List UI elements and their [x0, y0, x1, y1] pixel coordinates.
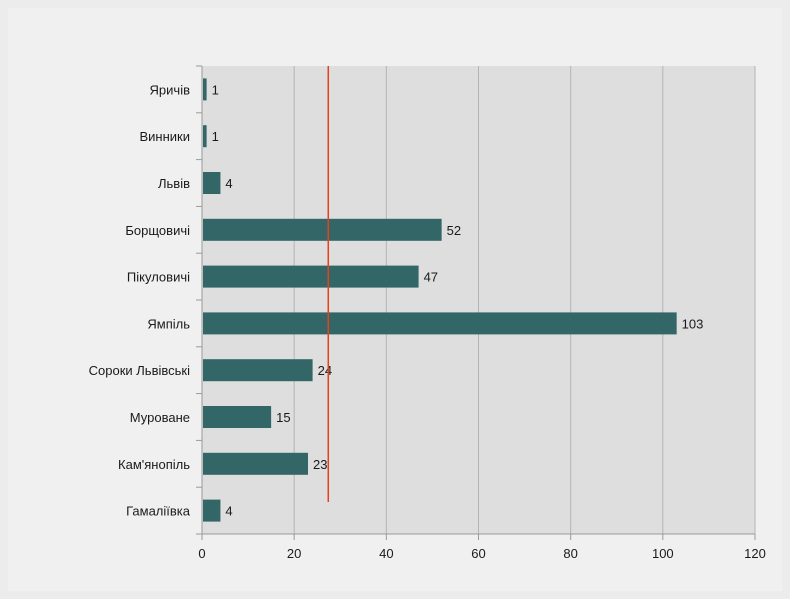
x-tick-label: 120: [744, 546, 766, 561]
bar: [203, 218, 442, 241]
bar: [203, 452, 308, 475]
x-tick-label: 100: [652, 546, 674, 561]
x-tick-label: 40: [379, 546, 393, 561]
data-label: 15: [276, 410, 290, 425]
data-label: 1: [212, 129, 219, 144]
bar: [203, 265, 419, 288]
data-label: 47: [424, 270, 438, 285]
bar: [203, 78, 207, 101]
bar: [203, 359, 313, 382]
category-label: Сороки Львівські: [89, 363, 190, 378]
x-tick-label: 20: [287, 546, 301, 561]
data-label: 52: [447, 223, 461, 238]
x-tick-label: 0: [198, 546, 205, 561]
category-label: Пікуловичі: [127, 270, 190, 285]
bar: [203, 499, 221, 522]
horizontal-bar-chart: 0 20 40 60 80 100 120 Яричів 1 Винники 1 Львів 4 Борщ…: [89, 65, 766, 561]
data-label: 103: [682, 316, 704, 331]
data-label: 4: [225, 176, 232, 191]
bar: [203, 312, 677, 335]
category-label: Гамаліївка: [126, 504, 191, 519]
category-label: Кам'янопіль: [118, 457, 190, 472]
data-label: 4: [225, 504, 232, 519]
bar: [203, 406, 272, 428]
category-label: Львів: [158, 176, 190, 191]
category-label: Ямпіль: [147, 316, 190, 331]
category-label: Борщовичі: [125, 223, 190, 238]
data-label: 1: [212, 82, 219, 97]
category-label: Винники: [139, 129, 190, 144]
bar: [203, 125, 207, 148]
chart-frame: 0 20 40 60 80 100 120 Яричів 1 Винники 1 Львів 4 Борщ…: [8, 8, 782, 591]
category-label: Муроване: [130, 410, 190, 425]
data-label: 23: [313, 457, 327, 472]
bar: [203, 172, 221, 194]
data-label: 24: [318, 363, 332, 378]
x-tick-label: 60: [471, 546, 485, 561]
category-label: Яричів: [150, 82, 191, 97]
x-tick-label: 80: [563, 546, 577, 561]
